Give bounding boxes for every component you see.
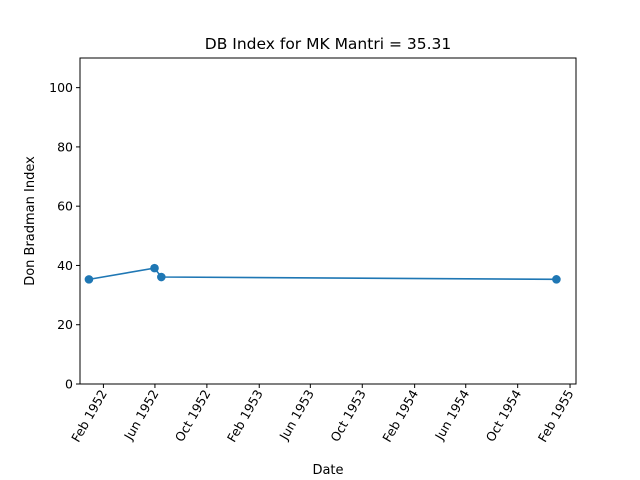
x-tick-label: Jun 1952 (120, 387, 161, 443)
x-tick-label: Oct 1952 (172, 387, 214, 444)
x-tick-label: Feb 1955 (535, 387, 577, 445)
x-tick-label: Feb 1953 (224, 387, 266, 445)
y-tick-label: 60 (57, 199, 73, 214)
y-tick-label: 100 (49, 80, 73, 95)
series-line (88, 267, 557, 281)
y-tick-label: 0 (65, 377, 73, 392)
data-point (157, 272, 166, 282)
y-tick-label: 80 (57, 139, 73, 154)
x-tick-label: Oct 1954 (483, 387, 525, 444)
data-point (552, 275, 561, 284)
y-tick-label: 40 (57, 258, 73, 273)
data-point (150, 263, 159, 273)
plot-area (84, 263, 561, 284)
x-axis: Feb 1952 Jun 1952 Oct 1952 Feb 1953 Jun 1953… (68, 384, 577, 445)
axes-frame (79, 57, 577, 385)
x-tick-label: Jun 1953 (276, 387, 317, 443)
y-axis: 0 20 40 60 80 100 (49, 80, 80, 392)
y-axis-label: Don Bradman Index (23, 156, 38, 286)
y-tick-label: 20 (57, 317, 73, 332)
data-point (84, 275, 94, 284)
x-tick-label: Jun 1954 (431, 387, 472, 443)
x-tick-label: Feb 1952 (68, 387, 110, 445)
chart-title: DB Index for MK Mantri = 35.31 (205, 35, 451, 53)
x-axis-label: Date (312, 463, 343, 478)
x-tick-label: Oct 1953 (327, 387, 369, 444)
x-tick-label: Feb 1954 (379, 387, 421, 445)
